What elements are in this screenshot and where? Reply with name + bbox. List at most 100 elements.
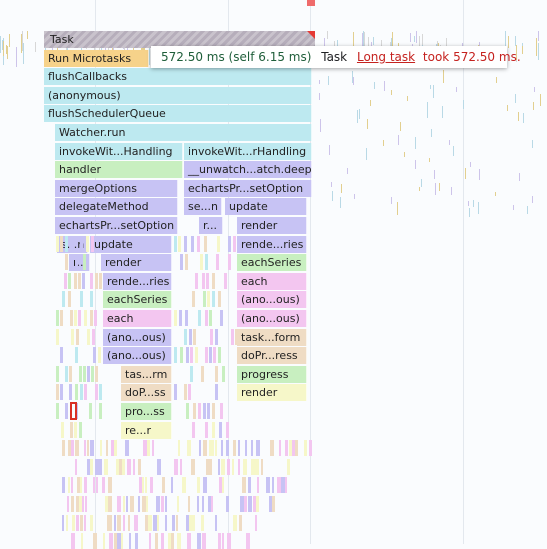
long-task-link[interactable]: Long task <box>356 50 416 64</box>
mini-frame <box>111 440 115 457</box>
mini-frame <box>222 365 225 382</box>
event-tick <box>328 76 329 85</box>
mini-frame <box>197 477 200 494</box>
mini-frame <box>242 477 246 494</box>
mini-frame <box>84 514 86 531</box>
mini-frame <box>71 533 75 549</box>
event-tick <box>383 140 384 146</box>
frame-watcher-run[interactable]: Watcher.run <box>55 124 312 141</box>
mini-frame <box>174 384 177 401</box>
mini-frame <box>171 477 173 494</box>
mini-frame <box>79 421 82 438</box>
frame-each-r[interactable]: each <box>237 272 307 290</box>
frame-anous-r2[interactable]: (ano...ous) <box>237 310 307 327</box>
frame-flush-scheduler-queue[interactable]: flushSchedulerQueue <box>44 105 312 123</box>
frame-run-microtasks[interactable]: Run Microtasks <box>44 49 149 67</box>
mini-frame <box>152 440 154 457</box>
frame-anous-l2[interactable]: (ano...ous) <box>103 347 172 365</box>
mini-frame <box>174 235 177 252</box>
frame-invoke-left[interactable]: invokeWit...Handling <box>55 142 183 160</box>
frame-r-l[interactable]: r... <box>69 254 90 272</box>
mini-frame <box>108 496 112 512</box>
event-tick <box>515 94 516 103</box>
mini-frame <box>103 533 105 549</box>
event-tick <box>373 37 374 45</box>
mini-frame <box>56 328 59 345</box>
mini-frame <box>165 514 167 531</box>
frame-do-ress[interactable]: doPr...ress <box>237 347 307 365</box>
event-tick <box>519 173 520 181</box>
mini-frame <box>186 403 189 419</box>
frame-echarts-set-option-r[interactable]: echartsPr...setOption <box>184 179 312 197</box>
mini-frame <box>188 384 191 401</box>
mini-frame <box>201 365 204 382</box>
frame-echarts-set-option-l[interactable]: echartsPr...setOption <box>55 217 178 234</box>
mini-frame <box>91 365 94 382</box>
frame-render-l[interactable]: render <box>101 254 172 272</box>
mini-frame <box>209 458 212 475</box>
frame-progress[interactable]: progress <box>237 365 307 383</box>
mini-frame <box>92 328 95 345</box>
mini-frame <box>82 272 85 289</box>
frame-unwatch[interactable]: __unwatch...atch.deep <box>184 161 312 179</box>
mini-frame <box>62 477 65 494</box>
frame-task-form[interactable]: task...form <box>237 328 307 346</box>
frame-each-series-r[interactable]: eachSeries <box>237 254 307 272</box>
mini-frame <box>205 310 208 326</box>
task-bar[interactable]: Task <box>44 31 315 48</box>
frame-anous-r1[interactable]: (ano...ous) <box>237 291 307 309</box>
frame-each-l[interactable]: each <box>103 310 172 327</box>
mini-frame <box>244 496 247 512</box>
frame-se-s[interactable]: se...n <box>184 198 222 216</box>
event-tick <box>442 106 443 118</box>
frame-delegate-method[interactable]: delegateMethod <box>55 198 178 216</box>
event-tick <box>353 32 354 45</box>
mini-frame <box>202 496 204 512</box>
event-tick <box>456 87 457 92</box>
frame-flush-callbacks[interactable]: flushCallbacks <box>44 68 312 86</box>
mini-frame <box>251 440 253 457</box>
mini-frame <box>79 365 82 382</box>
event-tick <box>421 179 422 187</box>
event-tick <box>505 31 506 46</box>
event-tick <box>398 135 399 145</box>
mini-frame <box>75 254 78 271</box>
frame-do-ss[interactable]: doP...ss <box>121 384 172 402</box>
frame-update-r[interactable]: update <box>225 198 307 216</box>
frame-handler[interactable]: handler <box>55 161 183 179</box>
frame-render-r[interactable]: render <box>237 217 307 234</box>
frame-update-l[interactable]: update <box>90 235 172 253</box>
event-tick <box>431 129 432 137</box>
event-tick <box>6 45 7 54</box>
mini-frame <box>212 403 215 419</box>
frame-pro-ss[interactable]: pro...ss <box>121 403 172 420</box>
mini-frame <box>87 365 90 382</box>
mini-frame <box>93 477 95 494</box>
mini-frame <box>145 514 148 531</box>
mini-frame <box>205 421 208 438</box>
mini-frame <box>251 458 255 475</box>
mini-frame <box>70 310 73 326</box>
mini-frame <box>74 272 77 289</box>
mini-frame <box>219 421 222 438</box>
mini-frame <box>56 403 59 419</box>
mini-frame <box>165 496 167 512</box>
frame-r-r[interactable]: r... <box>199 217 223 234</box>
mini-frame <box>215 328 218 345</box>
mini-frame <box>203 440 207 457</box>
frame-anonymous[interactable]: (anonymous) <box>44 86 312 104</box>
mini-frame <box>95 384 98 401</box>
frame-render-r2[interactable]: render <box>237 384 307 402</box>
mini-frame <box>77 477 81 494</box>
frame-rende-ries-r[interactable]: rende...ries <box>237 235 307 253</box>
frame-re-r[interactable]: re...r <box>121 421 172 439</box>
event-tick <box>367 119 368 129</box>
frame-each-series-l[interactable]: eachSeries <box>103 291 172 309</box>
frame-rende-ries-l[interactable]: rende...ries <box>103 272 172 290</box>
frame-tas-rm[interactable]: tas...rm <box>121 365 172 383</box>
frame-invoke-right[interactable]: invokeWit...rHandling <box>184 142 312 160</box>
mini-frame <box>227 533 231 549</box>
frame-anous-l1[interactable]: (ano...ous) <box>103 328 172 346</box>
frame-merge-options[interactable]: mergeOptions <box>55 179 178 197</box>
